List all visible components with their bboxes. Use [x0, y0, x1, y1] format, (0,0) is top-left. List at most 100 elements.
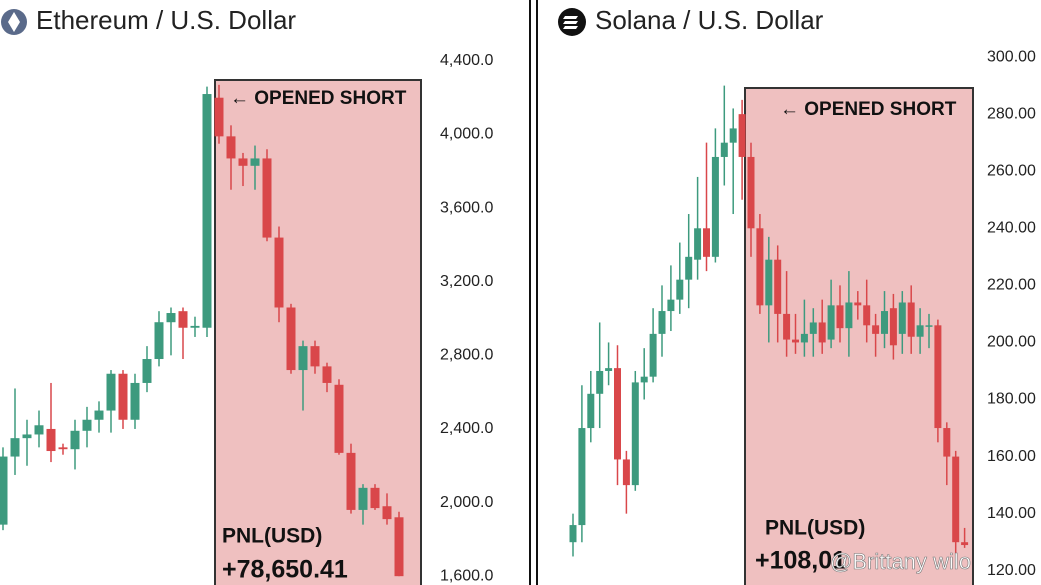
chart-title: Ethereum / U.S. Dollar [36, 5, 296, 35]
candle-body [190, 325, 200, 328]
candle-body [907, 302, 915, 337]
candle-body [836, 305, 844, 329]
candle-body [747, 156, 755, 229]
candle-body [596, 370, 604, 394]
candle-body [0, 456, 8, 525]
y-tick-label: 4,400.0 [440, 52, 493, 69]
pnl-label: PNL(USD) [222, 525, 322, 548]
candle-body [578, 428, 586, 526]
candle-body [658, 311, 666, 334]
candle-body [854, 302, 862, 306]
candle-body [166, 313, 176, 323]
candle-body [70, 430, 80, 450]
eth-icon [1, 9, 27, 35]
candle-body [952, 456, 960, 543]
candle-body [711, 156, 719, 257]
candle-body [106, 373, 116, 411]
candle-body [250, 158, 260, 166]
pnl-label: PNL(USD) [765, 517, 865, 540]
candle-body [130, 382, 140, 420]
candle-body [872, 325, 880, 334]
candle-body [925, 325, 933, 327]
candle-body [587, 393, 595, 429]
candle-body [226, 136, 236, 159]
candle-body [800, 333, 808, 343]
candle-body [298, 346, 308, 371]
candle-body [358, 487, 368, 510]
candle-body [569, 525, 577, 543]
candle-body [262, 158, 272, 238]
candle-body [774, 259, 782, 314]
candle-body [334, 384, 344, 453]
candle-body [274, 237, 284, 308]
candle-body [46, 428, 56, 452]
candle-body [694, 228, 702, 260]
candle-body [898, 302, 906, 334]
y-tick-label: 4,000.0 [440, 126, 493, 143]
candle-body [961, 542, 969, 546]
candle-body [346, 452, 356, 510]
candle-body [82, 419, 92, 431]
candle-body [685, 256, 693, 280]
candle-body [10, 438, 20, 457]
candle-body [34, 425, 44, 435]
candle-body [640, 376, 648, 383]
y-tick-label: 1,600.0 [440, 567, 493, 584]
y-tick-label: 3,200.0 [440, 273, 493, 290]
candle-body [94, 410, 104, 420]
y-tick-label: 180.00 [987, 391, 1036, 408]
candle-body [765, 259, 773, 306]
y-tick-label: 240.00 [987, 220, 1036, 237]
y-tick-label: 300.00 [987, 48, 1036, 65]
candle-body [783, 313, 791, 340]
candle-body [58, 447, 68, 450]
candle-body [889, 308, 897, 346]
candle-body [310, 346, 320, 367]
candle-body [720, 142, 728, 157]
y-tick-label: 2,800.0 [440, 347, 493, 364]
candle-body [729, 128, 737, 143]
y-tick-label: 120.00 [987, 562, 1036, 579]
candle-body [214, 97, 224, 137]
candle-body [676, 279, 684, 300]
candle-body [286, 307, 296, 371]
y-tick-label: 140.00 [987, 505, 1036, 522]
candle-body [649, 333, 657, 377]
candle-body [792, 339, 799, 343]
watermark: @Brittany wilo [830, 549, 971, 574]
chart-title: Solana / U.S. Dollar [595, 5, 824, 35]
annotation: ← OPENED SHORT [780, 99, 957, 120]
candle-body [738, 114, 746, 157]
candle-body [818, 322, 826, 343]
candle-body [622, 459, 630, 486]
y-tick-label: 260.00 [987, 162, 1036, 179]
candle-body [943, 428, 951, 457]
sol-icon [558, 8, 586, 36]
candle-body [382, 506, 392, 520]
candle-body [238, 158, 248, 166]
y-tick-label: 200.00 [987, 334, 1036, 351]
candle-body [614, 368, 621, 460]
y-tick-label: 160.00 [987, 448, 1036, 465]
candle-body [605, 368, 613, 371]
candle-body [756, 228, 764, 306]
candle-body [667, 299, 675, 312]
candle-body [881, 311, 888, 334]
pnl-value: +78,650.41 [222, 556, 348, 584]
annotation: ← OPENED SHORT [230, 88, 407, 109]
candle-body [631, 382, 639, 486]
candle-body [370, 487, 380, 509]
marks: 1,600.0 2,000.0 2,400.0 2,800.0 3,200.0 3,600… [0, 48, 1036, 584]
candle-body [916, 325, 924, 337]
y-tick-label: 2,400.0 [440, 420, 493, 437]
candle-body [809, 322, 817, 334]
pnl-value: +108,01 [755, 547, 846, 575]
y-tick-label: 2,000.0 [440, 494, 493, 511]
y-tick-label: 220.00 [987, 277, 1036, 294]
candle-body [142, 359, 152, 383]
candle-body [703, 228, 710, 257]
candle-body [178, 311, 188, 328]
y-tick-label: 280.00 [987, 105, 1036, 122]
candle-body [322, 366, 332, 383]
